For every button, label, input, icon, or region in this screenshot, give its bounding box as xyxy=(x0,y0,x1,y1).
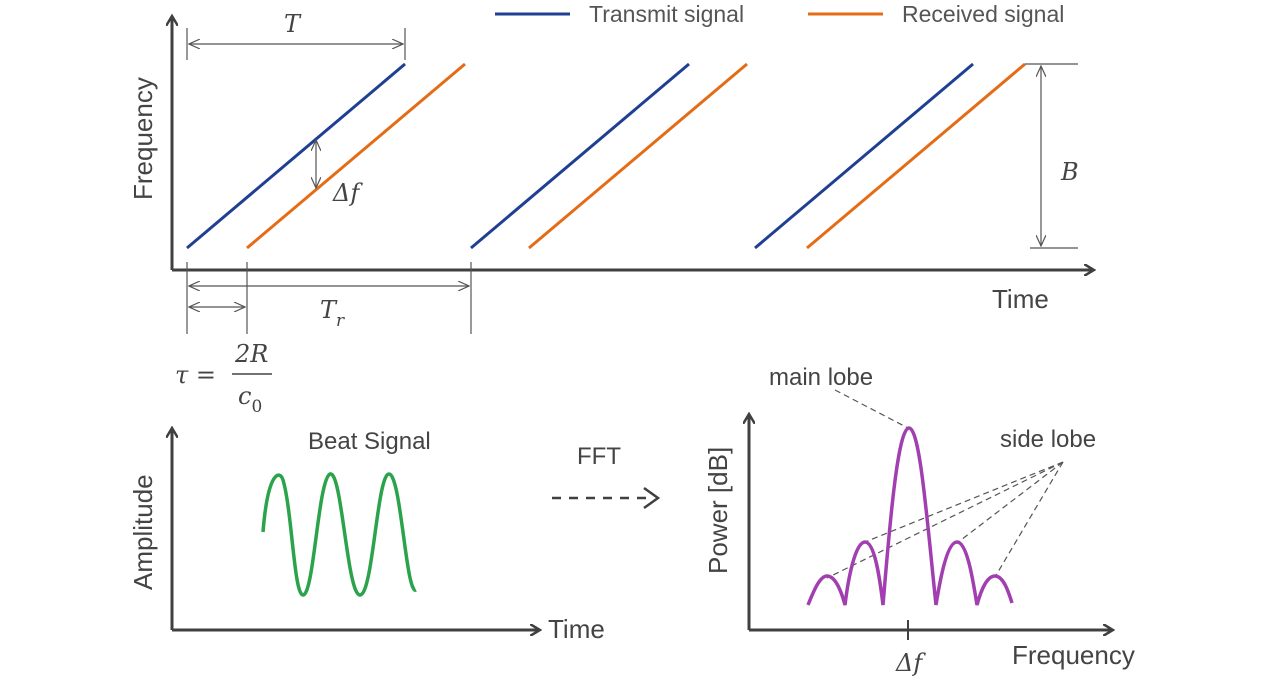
legend: Transmit signal Received signal xyxy=(495,1,1064,27)
side-lobe-pointer-1 xyxy=(826,461,1064,579)
fft-transform: FFT xyxy=(552,443,661,510)
transmit-chirp-3 xyxy=(754,62,974,250)
freq-diff-label: Δf xyxy=(332,179,363,207)
beat-title: Beat Signal xyxy=(308,428,431,455)
legend-transmit-label: Transmit signal xyxy=(589,1,744,27)
peak-label: Δf xyxy=(895,649,926,677)
repetition-label-sub: r xyxy=(336,311,345,331)
fft-label: FFT xyxy=(577,443,621,470)
legend-received-label: Received signal xyxy=(902,1,1064,27)
side-lobe-pointer-3 xyxy=(956,461,1064,544)
bandwidth-label: B xyxy=(1060,158,1079,186)
side-lobe-pointer-4 xyxy=(994,461,1064,578)
chirp-plot: Frequency Time T Δf B Tr τ = xyxy=(128,10,1094,417)
received-chirp-3 xyxy=(806,62,1026,250)
chirp-y-axis-label: Frequency xyxy=(128,77,158,200)
delay-formula-denominator-main: c xyxy=(238,382,251,410)
beat-signal-wave xyxy=(261,472,418,597)
beat-plot: Amplitude Time Beat Signal xyxy=(128,428,605,644)
main-lobe-pointer xyxy=(834,389,909,429)
side-lobe-pointer-2 xyxy=(864,461,1064,543)
received-chirp-1 xyxy=(246,62,466,250)
spectrum-y-axis-label: Power [dB] xyxy=(703,447,733,574)
spectrum-x-axis-label: Frequency xyxy=(1012,640,1135,670)
delay-formula-numerator: 2R xyxy=(234,340,268,368)
delay-formula-denominator: c0 xyxy=(238,382,262,417)
spectrum-plot: Power [dB] Frequency Δf main lobe side l… xyxy=(703,364,1135,677)
spectrum-curve xyxy=(806,426,1014,606)
delay-formula-lhs: τ = xyxy=(175,361,216,389)
beat-y-axis-label: Amplitude xyxy=(128,474,158,590)
main-lobe-label: main lobe xyxy=(769,364,873,391)
beat-x-axis-label: Time xyxy=(548,614,605,644)
repetition-label: Tr xyxy=(320,296,345,331)
chirp-x-axis-label: Time xyxy=(992,284,1049,314)
repetition-label-main: T xyxy=(320,296,338,324)
fft-arrow-head xyxy=(643,486,661,510)
period-label: T xyxy=(284,10,302,38)
transmit-chirp-1 xyxy=(186,62,406,250)
delay-formula-denominator-sub: 0 xyxy=(251,397,262,417)
transmit-chirp-2 xyxy=(470,62,690,250)
side-lobe-label: side lobe xyxy=(1000,426,1096,453)
received-chirp-2 xyxy=(528,62,748,250)
